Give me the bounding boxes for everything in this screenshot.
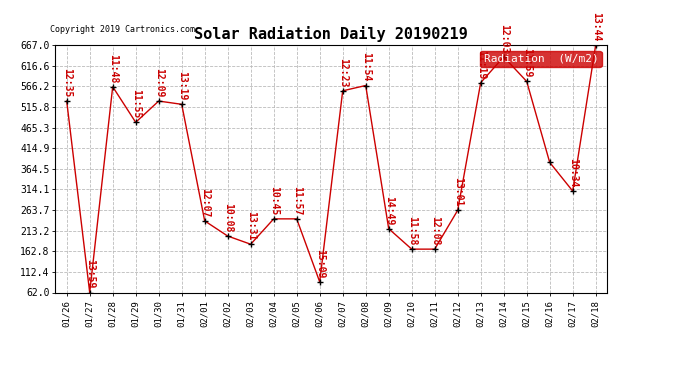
Text: 11:55: 11:55 — [130, 89, 141, 118]
Text: 10:34: 10:34 — [568, 158, 578, 188]
Text: Copyright 2019 Cartronics.com: Copyright 2019 Cartronics.com — [50, 25, 195, 34]
Text: 13:44: 13:44 — [591, 12, 601, 41]
Text: 10:08: 10:08 — [223, 203, 233, 232]
Text: 15:09: 15:09 — [315, 249, 325, 278]
Text: 10:45: 10:45 — [268, 186, 279, 215]
Text: 13:31: 13:31 — [246, 211, 256, 240]
Title: Solar Radiation Daily 20190219: Solar Radiation Daily 20190219 — [195, 27, 468, 42]
Text: 11:57: 11:57 — [292, 186, 302, 215]
Text: 11:48: 11:48 — [108, 54, 118, 83]
Text: 11:58: 11:58 — [406, 216, 417, 245]
Legend: Radiation  (W/m2): Radiation (W/m2) — [480, 51, 602, 67]
Text: 11:19: 11:19 — [475, 50, 486, 79]
Text: 12:03: 12:03 — [499, 24, 509, 53]
Text: 11:54: 11:54 — [361, 53, 371, 82]
Text: 13:59: 13:59 — [85, 260, 95, 289]
Text: 12:09: 12:09 — [154, 68, 164, 98]
Text: 12:08: 12:08 — [430, 216, 440, 245]
Text: 13:19: 13:19 — [177, 71, 187, 100]
Text: 12:35: 12:35 — [61, 68, 72, 98]
Text: 11:59: 11:59 — [522, 48, 532, 78]
Text: 12:07: 12:07 — [199, 188, 210, 217]
Text: 12:23: 12:23 — [337, 58, 348, 87]
Text: 14:49: 14:49 — [384, 196, 394, 225]
Text: 13:01: 13:01 — [453, 177, 463, 207]
